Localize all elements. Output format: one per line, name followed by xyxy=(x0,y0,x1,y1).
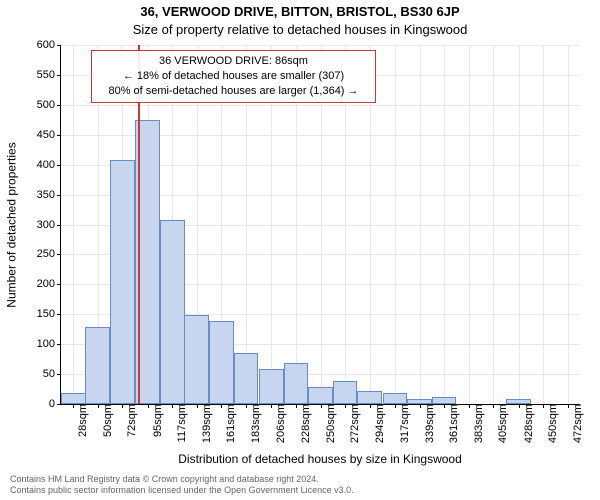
xtick-mark xyxy=(444,404,445,408)
callout-line3: 80% of semi-detached houses are larger (… xyxy=(98,84,369,99)
xtick-label: 272sqm xyxy=(347,404,361,443)
x-axis-label: Distribution of detached houses by size … xyxy=(60,452,580,466)
ytick-label: 400 xyxy=(37,159,61,171)
xtick-mark xyxy=(345,404,346,408)
xtick-mark xyxy=(98,404,99,408)
histogram-bar xyxy=(110,160,135,404)
xtick-label: 183sqm xyxy=(248,404,262,443)
gridline-v xyxy=(395,45,396,404)
xtick-mark xyxy=(296,404,297,408)
xtick-label: 228sqm xyxy=(298,404,312,443)
footer-line-1: Contains HM Land Registry data © Crown c… xyxy=(10,474,354,485)
callout-line2: ← 18% of detached houses are smaller (30… xyxy=(98,69,369,84)
histogram-bar xyxy=(234,353,259,404)
xtick-label: 383sqm xyxy=(471,404,485,443)
xtick-label: 317sqm xyxy=(397,404,411,443)
xtick-label: 405sqm xyxy=(495,404,509,443)
xtick-mark xyxy=(493,404,494,408)
histogram-bar xyxy=(383,393,408,404)
ytick-label: 50 xyxy=(43,368,61,380)
xtick-label: 28sqm xyxy=(75,404,89,437)
xtick-mark xyxy=(469,404,470,408)
xtick-label: 117sqm xyxy=(174,404,188,442)
xtick-label: 450sqm xyxy=(545,404,559,443)
xtick-mark xyxy=(148,404,149,408)
y-axis-label: Number of detached properties xyxy=(5,142,19,307)
ytick-label: 200 xyxy=(37,278,61,290)
histogram-bar xyxy=(308,387,333,404)
ytick-label: 250 xyxy=(37,248,61,260)
footer: Contains HM Land Registry data © Crown c… xyxy=(10,474,354,496)
histogram-bar xyxy=(184,315,209,404)
gridline-v xyxy=(493,45,494,404)
callout-box: 36 VERWOOD DRIVE: 86sqm← 18% of detached… xyxy=(91,50,376,103)
xtick-mark xyxy=(370,404,371,408)
ytick-label: 550 xyxy=(37,69,61,81)
histogram-bar xyxy=(506,399,531,404)
xtick-mark xyxy=(519,404,520,408)
ytick-label: 600 xyxy=(37,39,61,51)
ytick-label: 100 xyxy=(37,338,61,350)
ytick-label: 300 xyxy=(37,219,61,231)
chart-container: 36, VERWOOD DRIVE, BITTON, BRISTOL, BS30… xyxy=(0,0,600,500)
histogram-bar xyxy=(61,393,86,404)
xtick-mark xyxy=(246,404,247,408)
gridline-v xyxy=(568,45,569,404)
gridline-v xyxy=(73,45,74,404)
xtick-label: 250sqm xyxy=(323,404,337,443)
xtick-label: 161sqm xyxy=(223,404,237,443)
xtick-label: 339sqm xyxy=(422,404,436,443)
xtick-mark xyxy=(321,404,322,408)
gridline-v xyxy=(519,45,520,404)
y-axis-label-container: Number of detached properties xyxy=(4,45,20,405)
xtick-label: 50sqm xyxy=(100,404,114,437)
ytick-label: 350 xyxy=(37,189,61,201)
histogram-bar xyxy=(259,369,284,404)
histogram-bar xyxy=(160,220,185,404)
ytick-label: 0 xyxy=(49,398,61,410)
xtick-mark xyxy=(197,404,198,408)
histogram-bar xyxy=(333,381,358,404)
title-sub: Size of property relative to detached ho… xyxy=(0,22,600,37)
ytick-label: 150 xyxy=(37,308,61,320)
xtick-label: 428sqm xyxy=(521,404,535,443)
xtick-label: 206sqm xyxy=(273,404,287,443)
histogram-bar xyxy=(407,399,432,404)
xtick-label: 472sqm xyxy=(570,404,584,443)
xtick-label: 139sqm xyxy=(199,404,213,443)
title-main: 36, VERWOOD DRIVE, BITTON, BRISTOL, BS30… xyxy=(0,4,600,19)
plot-area: 05010015020025030035040045050055060028sq… xyxy=(60,45,580,405)
histogram-bar xyxy=(209,321,234,404)
callout-line1: 36 VERWOOD DRIVE: 86sqm xyxy=(98,54,369,69)
histogram-bar xyxy=(432,397,457,404)
xtick-label: 361sqm xyxy=(446,404,460,443)
gridline-v xyxy=(469,45,470,404)
ytick-label: 450 xyxy=(37,129,61,141)
gridline-v xyxy=(420,45,421,404)
xtick-label: 294sqm xyxy=(372,404,386,443)
footer-line-2: Contains public sector information licen… xyxy=(10,485,354,496)
xtick-mark xyxy=(395,404,396,408)
histogram-bar xyxy=(85,327,110,404)
xtick-label: 72sqm xyxy=(124,404,138,437)
xtick-mark xyxy=(568,404,569,408)
gridline-v xyxy=(444,45,445,404)
gridline-v xyxy=(543,45,544,404)
histogram-bar xyxy=(357,391,382,404)
xtick-label: 95sqm xyxy=(150,404,164,437)
ytick-label: 500 xyxy=(37,99,61,111)
histogram-bar xyxy=(284,363,309,404)
xtick-mark xyxy=(420,404,421,408)
